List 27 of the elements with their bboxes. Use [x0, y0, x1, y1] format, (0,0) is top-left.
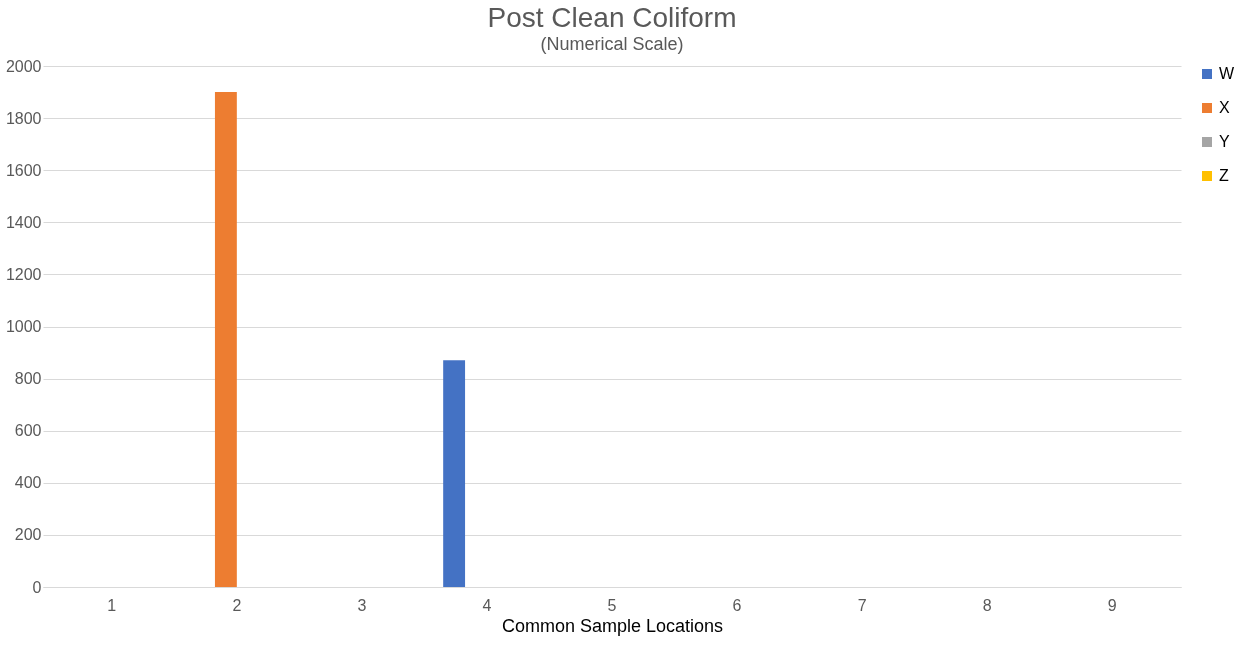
y-tick-label: 400: [14, 474, 42, 492]
x-tick-label: 8: [982, 596, 992, 614]
x-axis-title: Common Sample Locations: [501, 615, 724, 636]
x-tick-label: 1: [107, 596, 117, 614]
x-tick-label: 6: [732, 596, 742, 614]
legend-label: X: [1219, 99, 1230, 116]
y-tick-label: 200: [14, 526, 42, 544]
x-tick-label: 7: [857, 596, 867, 614]
legend-label: Y: [1219, 133, 1230, 150]
x-tick-label: 3: [357, 596, 367, 614]
y-tick-label: 1000: [5, 318, 42, 335]
y-tick-label: 1400: [5, 213, 42, 231]
x-tick-label: 9: [1107, 596, 1117, 614]
y-tick-label: 0: [32, 578, 42, 596]
chart-subtitle: (Numerical Scale): [540, 34, 684, 54]
y-tick-label: 2000: [5, 57, 42, 75]
x-tick-label: 2: [232, 596, 242, 614]
legend-label: Z: [1219, 167, 1229, 184]
x-tick-label: 5: [607, 596, 617, 614]
y-tick-label: 800: [14, 370, 42, 388]
y-tick-label: 1200: [5, 265, 42, 283]
y-tick-label: 1600: [5, 161, 42, 179]
legend-label: W: [1219, 65, 1235, 82]
y-tick-label: 600: [14, 422, 42, 440]
y-tick-label: 1800: [5, 109, 42, 127]
x-tick-label: 4: [482, 596, 492, 614]
chart-title: Post Clean Coliform: [487, 2, 737, 33]
